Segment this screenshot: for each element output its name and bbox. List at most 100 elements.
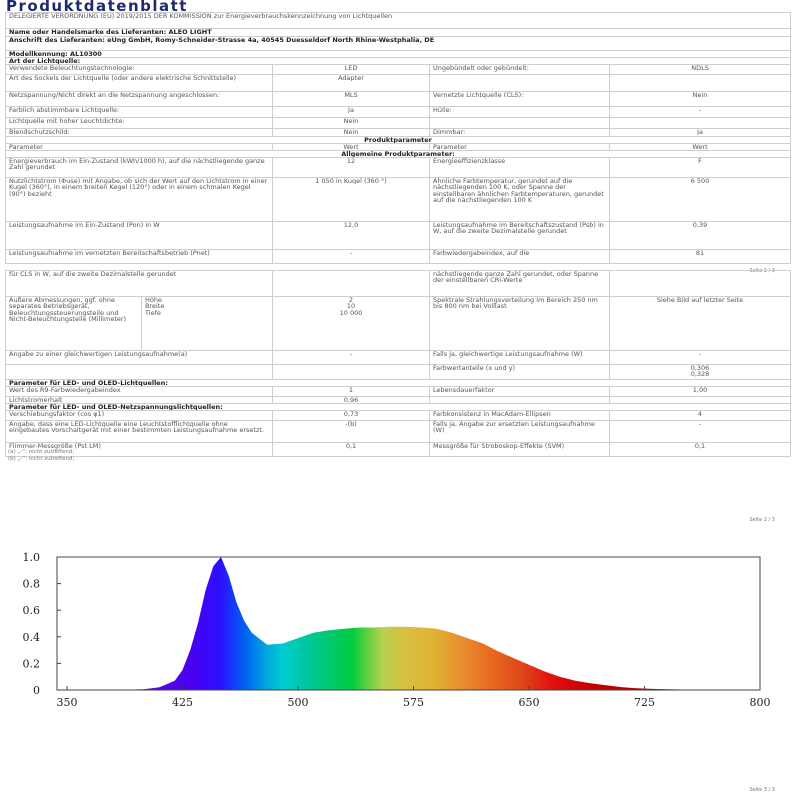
param-label: Angabe, dass eine LED-Lichtquelle eine L… [9,421,265,435]
param-value: 0,96 [343,397,359,403]
regulation-text: DELEGIERTE VERORDNUNG (EU) 2019/2015 DER… [9,13,393,20]
param-value: Ja [348,107,354,114]
param-value: 0,39 [692,222,708,229]
param-label: Lebensdauerfaktor [433,387,495,394]
param-label: Energieverbrauch im Ein-Zustand (kWh/100… [9,158,265,172]
param-label: Lichtstromerhalt [9,397,63,403]
param-label: Spektrale Strahlungsverteilung im Bereic… [433,297,598,310]
type-row: Netzspannung/Nicht direkt an die Netzspa… [5,91,792,107]
param-label: Farblich abstimmbare Lichtquelle: [9,107,120,114]
param-value: - [698,421,702,428]
type-row: Art des Sockels der Lichtquelle (oder an… [5,74,792,92]
param-label: Leistungsaufnahme im vernetzten Bereitsc… [9,250,210,257]
param-value: 12,0 [343,222,359,229]
param-label: Farbwertanteile (x und y) [433,365,516,372]
param-value: 0,306 0,328 [690,365,710,378]
dimensions-label: Äußere Abmessungen, ggf. ohne separates … [7,297,142,350]
param-label: Hülle: [433,107,452,114]
x-tick-label: 500 [288,696,309,709]
param-label: Ähnliche Farbtemperatur, gerundet auf di… [433,178,604,205]
page-number: Seite 2 / 3 [749,517,776,523]
spectrum-area [113,557,730,690]
param-label: Art des Sockels der Lichtquelle (oder an… [9,75,237,82]
param-value: Nein [343,118,359,125]
param-label: Dimmbar: [433,129,466,136]
param-label: Lichtquelle mit hoher Leuchtdichte: [9,118,125,125]
param-label: für CLS in W, auf die zweite Dezimalstel… [9,271,177,278]
param-label: Leistungsaufnahme im Bereitschaftszustan… [433,222,604,236]
param-row: Energieverbrauch im Ein-Zustand (kWh/100… [5,157,792,178]
param-label: Farbkonsistenz in MacAdam-Ellipsen [433,411,551,418]
type-row: Lichtquelle mit hoher Leuchtdichte: Nein [5,117,792,129]
param-label: Messgröße für Stroboskop-Effekte (SVM) [433,443,565,450]
param-value: 0,1 [694,443,706,450]
x-tick-label: 350 [57,696,78,709]
dim-width-value: 10 [346,303,356,310]
y-tick-label: 0.6 [23,604,41,617]
supplier-address: Anschrift des Lieferanten: eUng GmbH, Ro… [9,37,435,44]
spectral-distribution-chart: 1.0 0.8 0.6 0.4 0.2 0 350 425 500 575 650 725 800 [23,551,771,709]
y-tick-label: 0.2 [23,657,41,670]
x-tick-label: 800 [750,696,771,709]
param-value: - [349,351,353,358]
param-label: Nutzlichtstrom (Φuse) mit Angabe, ob sic… [9,178,268,198]
col-header-parameter: Parameter [9,144,43,150]
datasheet-table-page2: für CLS in W, auf die zweite Dezimalstel… [5,270,791,457]
type-row: Blendschutzschild: Nein Dimmbar: Ja [5,128,792,137]
param-value: 1 050 in Kugel (360 °) [315,178,387,185]
y-tick-label: 0.4 [23,631,41,644]
param-label: Verwendete Beleuchtungstechnologie: [9,65,135,72]
param-label: Angabe zu einer gleichwertigen Leistungs… [9,351,188,358]
page-title: Produktdatenblatt [6,0,188,15]
param-value: NDLS [691,65,709,72]
param-value: Adapter [338,75,364,82]
col-header-value: Wert [692,144,708,150]
footnote-b: (b) „-“: nicht zutreffend; [8,456,75,462]
param-value: Ja [697,129,703,136]
param-label: Netzspannung/Nicht direkt an die Netzspa… [9,92,220,99]
param-value: -(b) [345,421,357,428]
param-value: 4 [697,411,703,418]
param-label: Falls ja, Angabe zur ersetzten Leistungs… [433,421,595,435]
dim-height-label: Höhe [145,297,162,304]
param-value: LED [344,65,358,72]
param-value: 0,73 [343,411,359,418]
param-value: Siehe Bild auf letzter Seite [656,297,744,304]
param-value: 0,1 [345,443,357,450]
param-label: Verschiebungsfaktor (cos φ1) [9,411,105,418]
footnote-a: (a) „-“: nicht zutreffend; [8,449,75,455]
param-label: Energieeffizienzklasse [433,158,506,165]
param-value: Nein [343,129,359,136]
param-label: nächstliegende ganze Zahl gerundet, oder… [433,271,599,285]
param-value: 12 [346,158,356,165]
param-label: Vernetzte Lichtquelle (CLS): [433,92,524,99]
param-value: 1,00 [692,387,708,394]
param-label: Farbwiedergabeindex, auf die [433,250,530,257]
param-label: Flimmer-Messgröße (Pst LM) [9,443,101,450]
model-id: Modellkennung: AL10300 [9,51,102,57]
col-header-parameter: Parameter [433,144,467,150]
y-tick-label: 0.8 [23,578,41,591]
col-header-value: Wert [343,144,359,150]
param-label: Falls ja, gleichwertige Leistungsaufnahm… [433,351,583,358]
mains-led-params-heading: Parameter für LED- und OLED-Netzspannung… [9,404,223,410]
param-value: - [349,250,353,257]
dim-width-label: Breite [145,302,165,311]
param-label: Leistungsaufnahme im Ein-Zustand (Pon) i… [9,222,160,229]
product-params-heading: Produktparameter [364,137,432,143]
y-tick-label: 1.0 [23,551,41,564]
param-value: Nein [692,92,708,99]
x-tick-label: 650 [519,696,540,709]
dim-depth-label: Tiefe [145,308,161,317]
param-label: Blendschutzschild: [9,129,70,136]
x-tick-label: 425 [172,696,193,709]
supplier-name: Name oder Handelsmarke des Lieferanten: … [9,29,212,36]
plot-frame [56,556,761,691]
type-heading: Art der Lichtquelle: [9,58,81,64]
param-value: - [698,351,702,358]
param-row: Leistungsaufnahme im Ein-Zustand (Pon) i… [5,221,792,250]
type-row: Verwendete Beleuchtungstechnologie: LED … [5,64,792,75]
x-tick-label: 725 [634,696,655,709]
param-value: - [698,107,702,114]
param-value: F [698,158,702,165]
